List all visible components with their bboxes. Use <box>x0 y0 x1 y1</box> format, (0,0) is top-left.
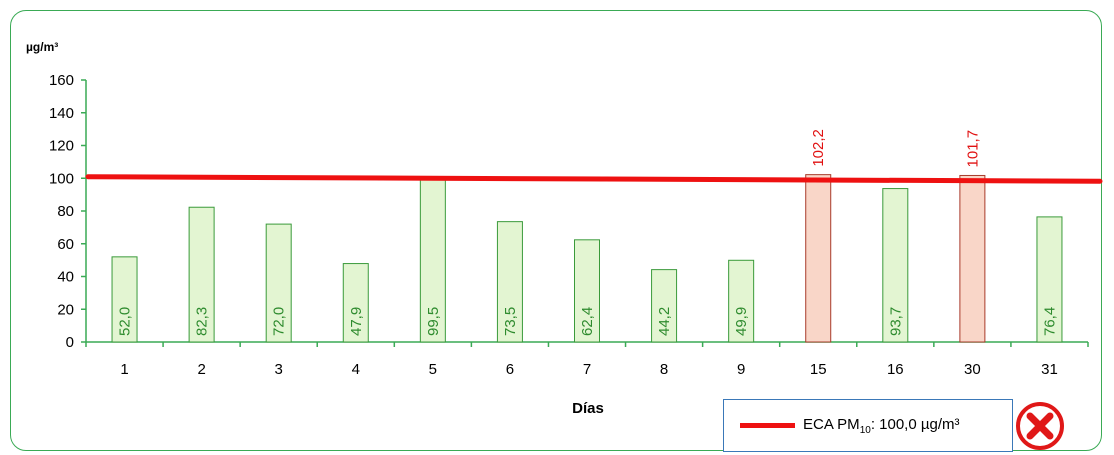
bar-day-2 <box>188 206 215 343</box>
y-tick-label: 120 <box>49 138 74 155</box>
x-tick-label: 31 <box>1041 361 1058 378</box>
bar-day-16 <box>882 188 909 343</box>
x-tick-label: 5 <box>429 361 437 378</box>
bar-value-label: 72,0 <box>271 307 288 336</box>
bar-day-9 <box>728 259 755 343</box>
y-tick-label: 60 <box>57 236 74 253</box>
y-tick-label: 40 <box>57 269 74 286</box>
y-tick-label: 160 <box>49 72 74 89</box>
legend: ECA PM10: 100,0 µg/m³ <box>723 399 1013 452</box>
x-tick-label: 3 <box>275 361 283 378</box>
bar-value-label: 93,7 <box>887 307 904 336</box>
red-x-icon <box>1016 402 1064 450</box>
y-axis-unit: µg/m³ <box>26 40 58 54</box>
bar-day-30 <box>959 174 986 343</box>
x-tick-label: 2 <box>197 361 205 378</box>
bar-value-label: 101,7 <box>964 130 981 168</box>
legend-label: ECA PM10: 100,0 µg/m³ <box>803 416 960 436</box>
legend-subscript: 10 <box>859 424 871 436</box>
y-tick-label: 0 <box>66 334 74 351</box>
x-tick-label: 6 <box>506 361 514 378</box>
bar-day-31 <box>1036 216 1063 343</box>
bar-day-3 <box>265 223 292 343</box>
x-tick-label: 16 <box>887 361 904 378</box>
bar-value-label: 73,5 <box>502 307 519 336</box>
bar-value-label: 76,4 <box>1041 307 1058 336</box>
bar-value-label: 44,2 <box>656 307 673 336</box>
bar-value-label: 62,4 <box>579 307 596 336</box>
x-tick-label: 4 <box>352 361 360 378</box>
y-tick-label: 20 <box>57 301 74 318</box>
bar-value-label: 47,9 <box>348 307 365 336</box>
x-tick-label: 9 <box>737 361 745 378</box>
x-tick-label: 1 <box>120 361 128 378</box>
y-tick-label: 140 <box>49 105 74 122</box>
x-axis-title: Días <box>572 400 604 417</box>
bar-day-6 <box>496 221 523 343</box>
bar-value-label: 49,9 <box>733 307 750 336</box>
legend-threshold-swatch <box>740 423 795 428</box>
bar-value-label: 52,0 <box>117 307 134 336</box>
bar-day-1 <box>111 256 138 343</box>
bar-value-label: 99,5 <box>425 307 442 336</box>
x-tick-label: 30 <box>964 361 981 378</box>
bar-day-7 <box>574 239 600 343</box>
x-tick-label: 8 <box>660 361 668 378</box>
bar-day-8 <box>651 269 678 343</box>
x-tick-label: 7 <box>583 361 591 378</box>
bar-value-label: 82,3 <box>194 307 211 336</box>
legend-prefix: ECA PM <box>803 415 860 433</box>
y-tick-label: 80 <box>57 203 74 220</box>
bar-day-4 <box>342 263 369 343</box>
bar-value-label: 102,2 <box>810 129 827 167</box>
legend-suffix: : 100,0 µg/m³ <box>870 415 960 433</box>
threshold-line <box>85 174 1103 184</box>
bar-day-15 <box>805 174 832 343</box>
x-tick-label: 15 <box>810 361 827 378</box>
y-tick-label: 100 <box>49 170 74 187</box>
